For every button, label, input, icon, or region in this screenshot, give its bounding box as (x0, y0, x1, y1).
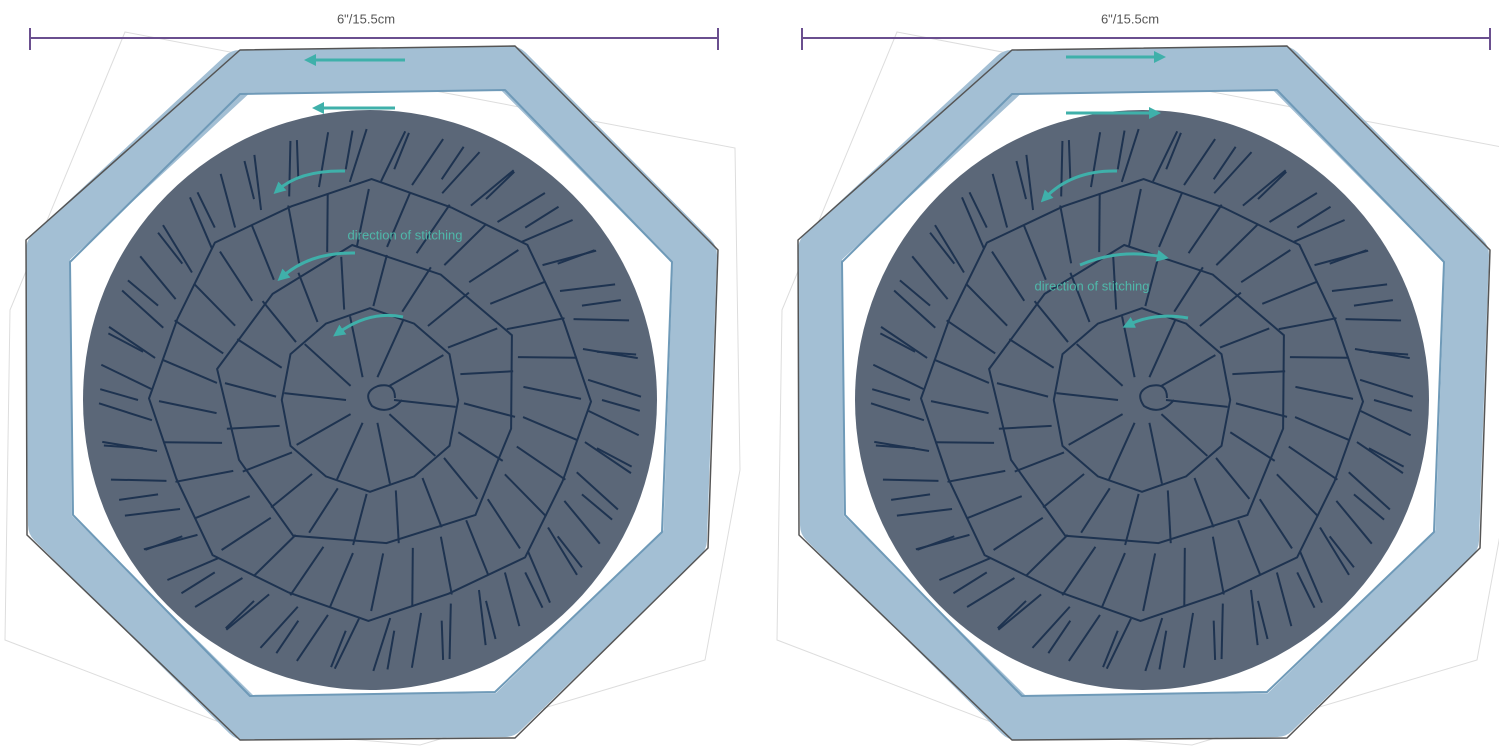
panel-right: 6"/15.5cm direction of stitching (777, 11, 1499, 745)
direction-arrows (273, 54, 405, 337)
stitch-illustration (5, 32, 740, 745)
measurement: 6"/15.5cm (337, 11, 395, 26)
annotation: direction of stitching (348, 227, 463, 242)
annotation: direction of stitching (1035, 278, 1150, 293)
measurement: 6"/15.5cm (1101, 11, 1159, 26)
direction-arrows (1040, 51, 1189, 328)
panel-left: 6"/15.5cm direction of stitching (5, 11, 740, 745)
stitch-illustration (777, 32, 1499, 745)
